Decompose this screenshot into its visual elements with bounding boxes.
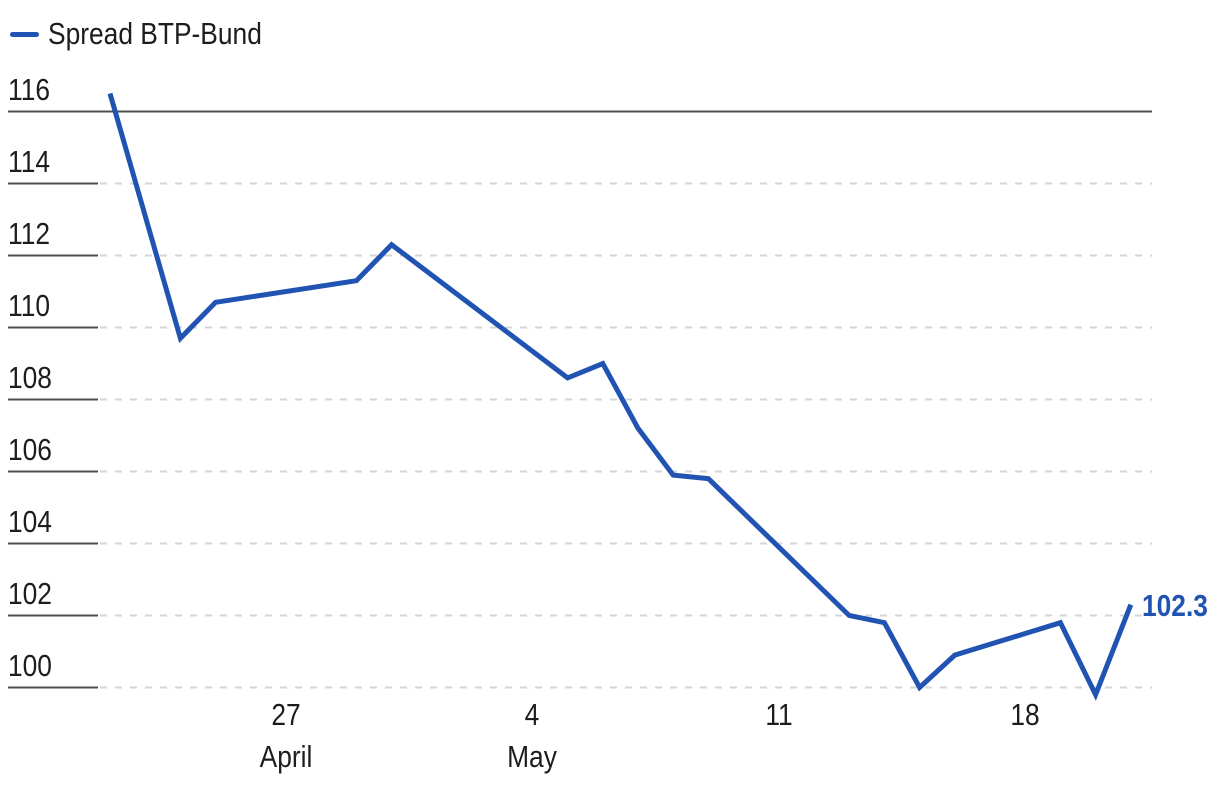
series-line-spread-btp-bund: [107, 92, 1134, 701]
last-value-label: 102.3: [1141, 587, 1208, 623]
y-axis-label: 102: [8, 575, 52, 611]
y-axis-label: 100: [8, 647, 52, 683]
y-axis-label: 110: [8, 287, 51, 323]
x-axis-label: 27: [271, 697, 301, 732]
y-axis-label: 116: [8, 71, 51, 107]
legend-label: Spread BTP-Bund: [48, 16, 262, 51]
x-axis-sublabel: April: [259, 739, 313, 774]
legend: Spread BTP-Bund: [10, 16, 300, 52]
y-axis-label: 114: [8, 143, 51, 179]
y-axis-label: 112: [8, 215, 51, 251]
y-axis-label: 108: [8, 359, 52, 395]
x-axis-label: 11: [765, 697, 793, 732]
legend-line-swatch: [10, 31, 39, 37]
x-axis-sublabel: May: [507, 739, 558, 774]
gridlines: [8, 110, 1152, 689]
y-axis-label: 104: [8, 503, 52, 539]
y-axis-label: 106: [8, 431, 52, 467]
x-axis-label: 18: [1010, 697, 1040, 732]
x-axis-label: 4: [525, 697, 540, 732]
